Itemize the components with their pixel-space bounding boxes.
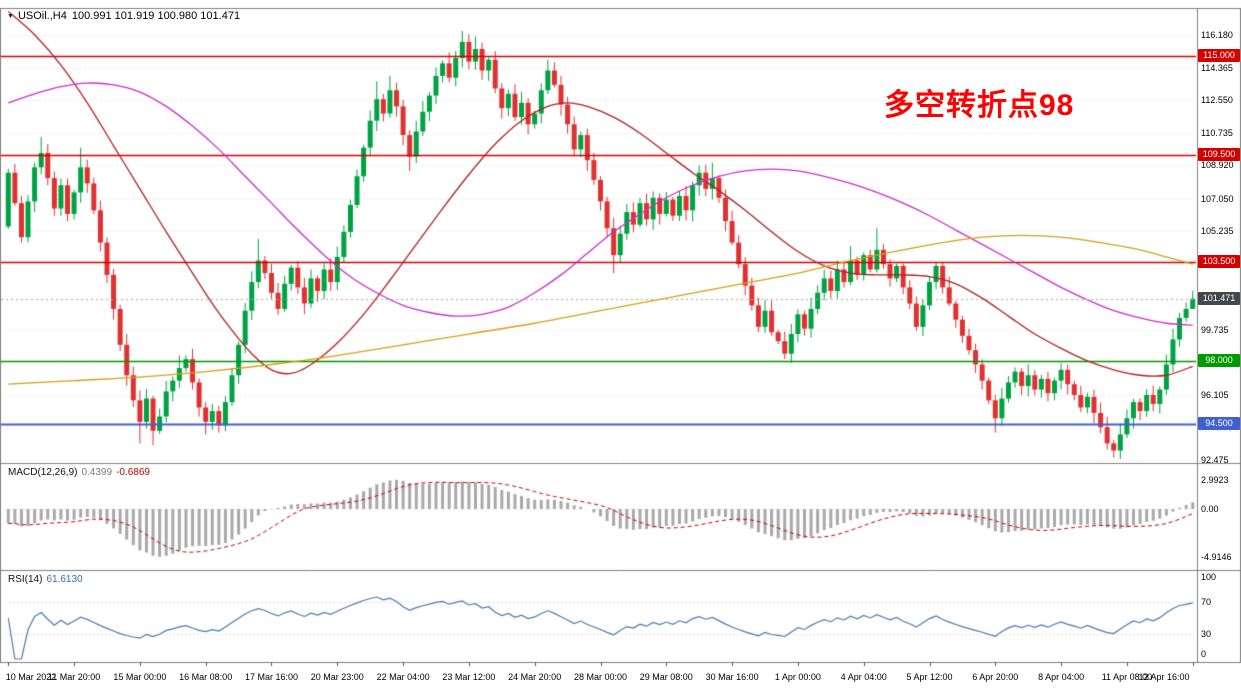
ohlc-values: 100.991 101.919 100.980 101.471 — [71, 10, 241, 22]
time-tick-label: 30 Mar 16:00 — [705, 672, 759, 682]
time-tick-label: 17 Mar 16:00 — [244, 672, 299, 682]
time-tick-label: 28 Mar 00:00 — [573, 672, 628, 682]
time-tick-label: 20 Mar 23:00 — [310, 672, 364, 682]
time-tick-label: 12 Apr 16:00 — [1138, 672, 1190, 682]
hline-price-badge: 94.500 — [1198, 416, 1240, 430]
price-tick-label: 114.365 — [1201, 62, 1233, 73]
time-tick-label: 8 Apr 04:00 — [1038, 672, 1085, 682]
time-tick-label: 22 Mar 04:00 — [376, 672, 430, 682]
price-tick-label: 110.735 — [1201, 127, 1233, 138]
annotation-text: 多空转折点98 — [884, 89, 1075, 122]
hline-price-badge: 109.500 — [1198, 147, 1240, 161]
rsi-tick-label: 100 — [1201, 572, 1217, 582]
price-tick-label: 96.105 — [1201, 389, 1229, 400]
time-tick-label: 24 Mar 20:00 — [508, 672, 562, 682]
price-tick-label: 116.180 — [1201, 30, 1233, 41]
macd-name: MACD(12,26,9) — [8, 467, 78, 478]
hline-price-badge: 115.000 — [1198, 49, 1240, 63]
time-tick-label: 16 Mar 08:00 — [179, 672, 233, 682]
time-tick-label: 29 Mar 08:00 — [639, 672, 693, 682]
rsi-name: RSI(14) — [8, 574, 43, 585]
price-tick-label: 112.550 — [1201, 95, 1233, 106]
time-tick-label: 15 Mar 00:00 — [113, 672, 167, 682]
price-tick-label: 99.735 — [1201, 324, 1229, 335]
rsi-indicator-label: RSI(14) 61.6130 — [8, 574, 87, 585]
time-tick-label: 4 Apr 04:00 — [840, 672, 887, 682]
symbol-timeframe-label: USOil.,H4 — [17, 10, 67, 22]
macd-tick-label: 0.00 — [1201, 504, 1219, 514]
symbol-title: ▼ USOil.,H4 100.991 101.919 100.980 101.47… — [7, 10, 245, 22]
rsi-value: 61.6130 — [46, 574, 83, 585]
rsi-tick-label: 70 — [1201, 596, 1212, 607]
time-tick-label: 11 Mar 20:00 — [47, 672, 101, 682]
price-tick-label: 107.050 — [1201, 193, 1234, 204]
hline-price-badge: 98.000 — [1198, 353, 1240, 367]
time-tick-label: 23 Mar 12:00 — [442, 672, 496, 682]
hline-price-badge: 103.500 — [1198, 255, 1240, 269]
price-tick-label: 92.475 — [1201, 454, 1229, 465]
collapse-arrow-icon[interactable]: ▼ — [7, 13, 14, 20]
time-tick-label: 11 Apr 08:00 — [1101, 672, 1153, 682]
rsi-tick-label: 0 — [1201, 649, 1207, 659]
time-tick-label: 10 Mar 2022 — [5, 672, 57, 682]
rsi-tick-label: 30 — [1201, 629, 1212, 640]
macd-tick-label: 2.9923 — [1201, 474, 1229, 485]
price-tick-label: 108.920 — [1201, 160, 1234, 171]
time-tick-label: 5 Apr 12:00 — [906, 672, 953, 682]
macd-main-value: 0.4399 — [81, 467, 113, 478]
macd-signal-value: -0.6869 — [116, 467, 150, 478]
macd-indicator-label: MACD(12,26,9) 0.4399 -0.6869 — [8, 467, 154, 478]
time-tick-label: 6 Apr 20:00 — [972, 672, 1019, 682]
current-price-badge: 101.471 — [1198, 291, 1240, 305]
time-tick-label: 1 Apr 00:00 — [774, 672, 821, 682]
price-tick-label: 105.235 — [1201, 226, 1234, 237]
macd-tick-label: -4.9146 — [1201, 551, 1232, 562]
